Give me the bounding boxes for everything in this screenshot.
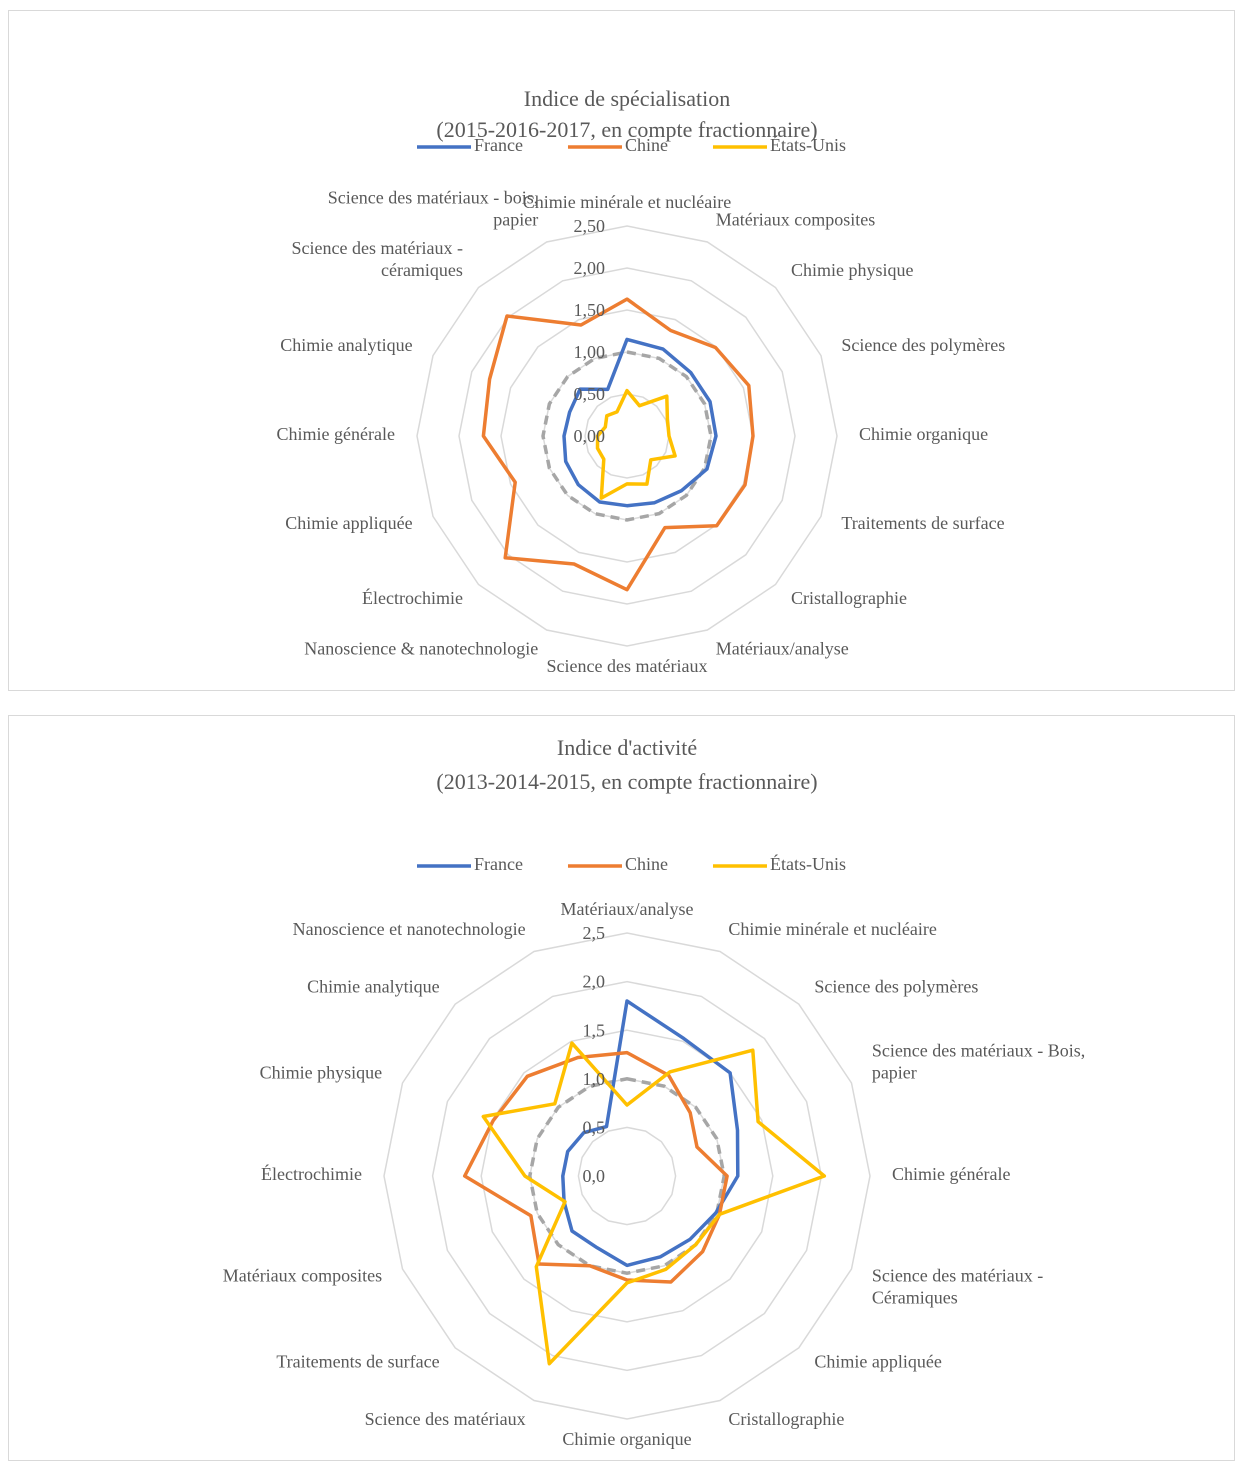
category-label: Chimie physique xyxy=(791,260,914,280)
series-line xyxy=(481,1041,827,1366)
category-label: Cristallographie xyxy=(728,1409,844,1429)
category-label: Chimie appliquée xyxy=(814,1352,941,1372)
chart-subtitle: (2013-2014-2015, en compte fractionnaire… xyxy=(436,769,817,794)
category-label: Électrochimie xyxy=(362,587,463,608)
legend-label: États-Unis xyxy=(770,134,846,155)
legend-label: Chine xyxy=(625,854,668,874)
chart-frame xyxy=(8,715,1235,1461)
y-tick-label: 2,0 xyxy=(583,972,606,992)
series-line xyxy=(562,337,718,508)
category-label: Chimie générale xyxy=(277,424,395,444)
category-label: Science des matériaux xyxy=(365,1409,526,1429)
category-label: Science des polymères xyxy=(814,977,978,997)
category-label: Science des matériaux - Bois, papier xyxy=(872,1041,1085,1083)
y-tick-label: 1,50 xyxy=(574,300,606,320)
category-label: Matériaux composites xyxy=(223,1266,382,1286)
category-label: Électrochimie xyxy=(261,1163,362,1184)
reference-line xyxy=(541,350,713,522)
category-label: Science des matériaux xyxy=(547,656,708,676)
series-line xyxy=(561,999,740,1268)
chart-title: Indice de spécialisation xyxy=(524,86,730,111)
category-label: Chimie appliquée xyxy=(285,513,412,533)
reference-line xyxy=(528,1077,726,1275)
y-tick-label: 2,5 xyxy=(583,923,606,943)
series-line xyxy=(481,297,755,592)
category-label: Chimie minérale et nucléaire xyxy=(728,919,936,939)
grid-ring xyxy=(584,393,670,479)
grid-ring xyxy=(431,980,823,1372)
legend-label: France xyxy=(474,854,523,874)
y-tick-label: 0,50 xyxy=(574,384,606,404)
category-label: Nanoscience & nanotechnologie xyxy=(304,638,538,658)
grid-ring xyxy=(500,309,754,563)
category-label: Science des matériaux -céramiques xyxy=(292,238,463,280)
grid-ring xyxy=(480,1029,774,1323)
category-label: Chimie organique xyxy=(859,424,988,444)
legend-label: Chine xyxy=(625,135,668,155)
category-label: Science des matériaux - bois, papier xyxy=(328,188,538,230)
category-label: Matériaux composites xyxy=(716,210,875,230)
y-tick-label: 1,0 xyxy=(583,1069,606,1089)
category-label: Science des polymères xyxy=(841,335,1005,355)
category-label: Chimie analytique xyxy=(280,335,412,355)
y-tick-label: 0,0 xyxy=(583,1166,606,1186)
series-line xyxy=(595,388,677,500)
chart-title: Indice d'activité xyxy=(557,735,697,760)
category-label: Traitements de surface xyxy=(276,1352,439,1372)
category-label: Chimie générale xyxy=(892,1164,1010,1184)
category-label: Traitements de surface xyxy=(841,513,1004,533)
legend-label: France xyxy=(474,135,523,155)
y-tick-label: 2,50 xyxy=(574,216,606,236)
grid-ring xyxy=(416,225,838,647)
category-label: Science des matériaux -Céramiques xyxy=(872,1266,1043,1308)
y-tick-label: 0,00 xyxy=(574,426,606,446)
grid-ring xyxy=(458,267,796,605)
category-label: Nanoscience et nanotechnologie xyxy=(293,919,526,939)
grid-ring xyxy=(577,1126,677,1226)
category-label: Cristallographie xyxy=(791,588,907,608)
grid-ring xyxy=(383,932,871,1420)
y-tick-label: 1,5 xyxy=(583,1020,606,1040)
series-line xyxy=(462,1050,729,1284)
category-label: Chimie physique xyxy=(260,1063,383,1083)
category-label: Matériaux/analyse xyxy=(561,899,694,919)
category-label: Chimie analytique xyxy=(307,977,439,997)
category-label: Chimie organique xyxy=(562,1429,691,1449)
category-label: Chimie minérale et nucléaire xyxy=(523,192,731,212)
y-tick-label: 1,00 xyxy=(574,342,606,362)
chart-subtitle: (2015-2016-2017, en compte fractionnaire… xyxy=(436,117,817,142)
y-tick-label: 2,00 xyxy=(574,258,606,278)
legend-label: États-Unis xyxy=(770,853,846,874)
y-tick-label: 0,5 xyxy=(583,1118,606,1138)
category-label: Matériaux/analyse xyxy=(716,638,849,658)
